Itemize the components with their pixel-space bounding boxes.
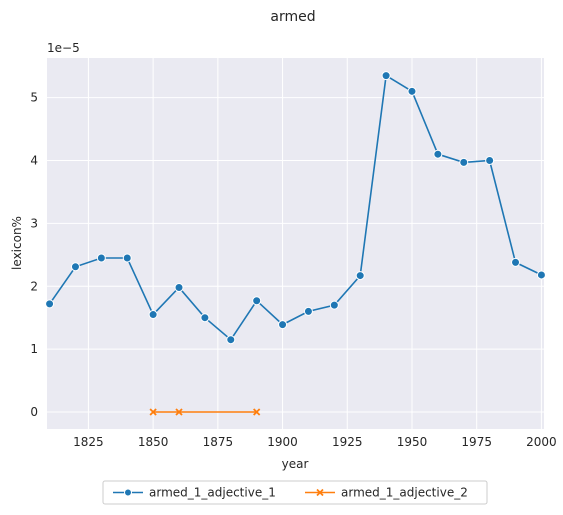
legend-frame [102, 480, 488, 505]
series-armed_1_adjective_2 [149, 408, 261, 416]
data-point [485, 155, 495, 165]
y-tick-label: 5 [30, 91, 38, 105]
series-layer [45, 71, 546, 416]
plot-area [47, 58, 544, 429]
legend-marker [316, 488, 324, 497]
data-point [329, 300, 339, 310]
y-tick-label: 0 [30, 405, 38, 419]
data-point [148, 310, 158, 320]
y-tick-label: 1 [30, 342, 38, 356]
y-offset-label: 1e−5 [47, 41, 80, 55]
y-tick-label: 3 [30, 216, 38, 230]
data-point [511, 257, 521, 267]
data-point [175, 408, 183, 416]
y-tick-labels: 0 1 2 3 4 5 [30, 91, 38, 419]
data-point [253, 408, 261, 416]
data-point [459, 157, 469, 167]
x-tick-labels: 1825 1850 1875 1900 1925 1950 1975 2000 [73, 435, 557, 449]
x-tick-label: 1975 [461, 435, 492, 449]
legend: armed_1_adjective_1 armed_1_adjective_2 [102, 480, 488, 505]
x-tick-label: 2000 [526, 435, 557, 449]
data-point [433, 149, 443, 159]
x-tick-label: 1825 [73, 435, 104, 449]
data-point [149, 408, 157, 416]
legend-label: armed_1_adjective_2 [341, 486, 468, 500]
y-axis-label: lexicon% [10, 216, 24, 270]
data-point [355, 271, 365, 281]
data-point [278, 320, 288, 330]
legend-label: armed_1_adjective_1 [149, 486, 276, 500]
x-tick-label: 1950 [397, 435, 428, 449]
legend-entry: armed_1_adjective_2 [305, 486, 468, 500]
data-point [381, 71, 391, 81]
data-point [303, 306, 313, 316]
x-tick-label: 1925 [332, 435, 363, 449]
x-axis-label: year [282, 457, 309, 471]
data-point [536, 270, 546, 280]
data-point [45, 299, 55, 309]
x-tick-label: 1900 [267, 435, 298, 449]
data-point [174, 283, 184, 293]
data-point [407, 86, 417, 96]
data-point [70, 262, 80, 272]
data-point [226, 335, 236, 345]
data-point [200, 313, 210, 323]
data-point [122, 253, 132, 263]
x-tick-label: 1875 [203, 435, 234, 449]
legend-entry: armed_1_adjective_1 [113, 486, 276, 500]
x-tick-label: 1850 [138, 435, 169, 449]
chart-title: armed [270, 9, 315, 25]
data-point [252, 296, 262, 306]
data-point [96, 253, 106, 263]
series-armed_1_adjective_1 [45, 71, 546, 345]
legend-marker [124, 488, 132, 497]
y-tick-label: 4 [30, 153, 38, 167]
y-tick-label: 2 [30, 279, 38, 293]
